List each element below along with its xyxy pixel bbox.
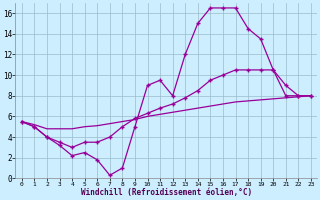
X-axis label: Windchill (Refroidissement éolien,°C): Windchill (Refroidissement éolien,°C) [81,188,252,197]
